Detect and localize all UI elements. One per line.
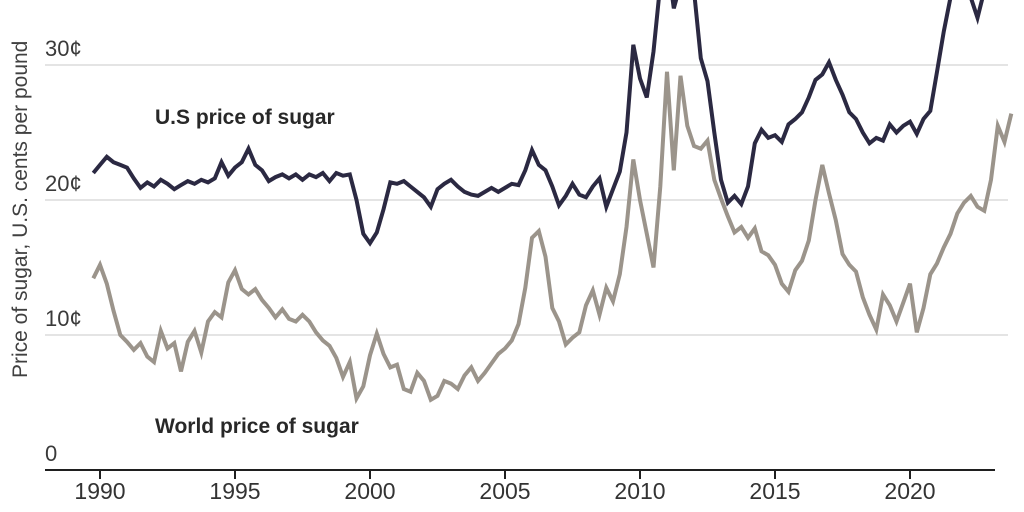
x-tick-label-2020: 2020 [884, 478, 936, 504]
us-price-line [91, 0, 985, 247]
world-price-line [91, 71, 1014, 405]
x-tick-label-2015: 2015 [749, 478, 801, 504]
x-tick-label-2000: 2000 [344, 478, 396, 504]
y-tick-label-10: 10¢ [45, 306, 82, 331]
world-series-label: World price of sugar [155, 415, 359, 438]
us-series-label: U.S price of sugar [155, 106, 335, 129]
x-tick-label-1995: 1995 [209, 478, 261, 504]
x-tick-label-2010: 2010 [614, 478, 666, 504]
x-tick-label-1990: 1990 [74, 478, 126, 504]
y-axis-title: Price of sugar, U.S. cents per pound [9, 40, 32, 378]
y-tick-label-30: 30¢ [45, 36, 82, 61]
x-axis-ticks [99, 471, 911, 479]
y-tick-label-20: 20¢ [45, 171, 82, 196]
y-tick-label-0: 0 [45, 441, 58, 466]
x-tick-label-2005: 2005 [479, 478, 531, 504]
